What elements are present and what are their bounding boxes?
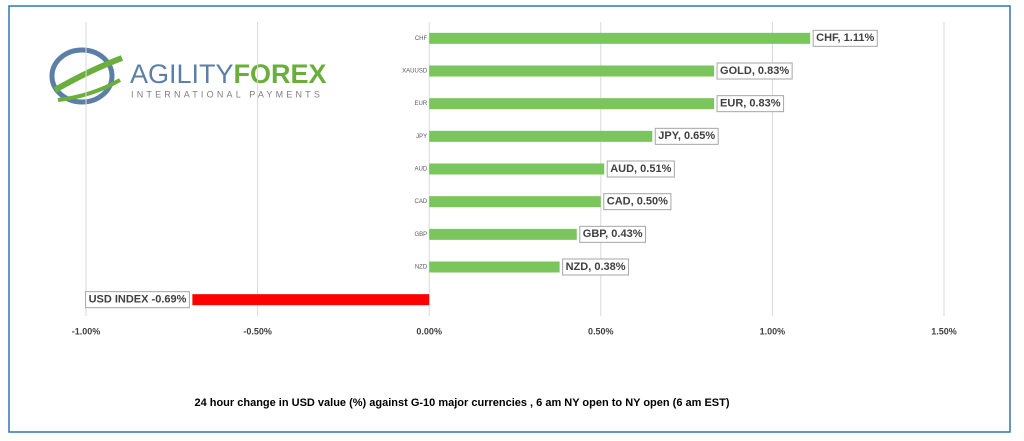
bar <box>429 65 715 77</box>
y-tick-label: AUD <box>415 167 428 173</box>
data-label: JPY, 0.65% <box>654 127 719 145</box>
bar <box>429 196 601 208</box>
data-label: NZD, 0.38% <box>562 258 630 276</box>
y-tick-label: GBP <box>415 232 428 238</box>
data-label-text: CAD, 0.50% <box>607 196 668 208</box>
logo-name-part: FOREX <box>234 59 327 89</box>
chart-frame <box>8 5 1011 433</box>
logo-swoosh <box>53 55 124 93</box>
data-label-text: EUR, 0.83% <box>720 98 781 110</box>
data-label-text: JPY, 0.65% <box>658 130 715 142</box>
y-tick-label: JPY <box>416 134 427 140</box>
bar <box>429 98 715 110</box>
y-tick-label: CHF <box>415 36 428 42</box>
bar <box>192 294 430 306</box>
bar <box>429 228 577 240</box>
logo-tagline: INTERNATIONAL PAYMENTS <box>131 89 323 99</box>
bar <box>429 163 605 175</box>
data-label-text: AUD, 0.51% <box>610 163 671 175</box>
data-label-box <box>812 29 878 47</box>
data-label-box <box>654 127 719 145</box>
logo-globe <box>49 47 115 105</box>
y-tick-label: NZD <box>415 265 428 271</box>
logo-swoosh <box>57 78 121 102</box>
x-tick-label: 0.00% <box>416 326 442 336</box>
data-label-box <box>603 193 672 211</box>
data-label-box <box>85 291 190 309</box>
x-tick-label: 0.50% <box>588 326 614 336</box>
x-tick-label: 1.50% <box>931 326 957 336</box>
logo-name-part: AGILITY <box>130 59 234 89</box>
x-tick-label: 1.00% <box>760 326 786 336</box>
x-tick-label: -1.00% <box>72 326 101 336</box>
data-label: CAD, 0.50% <box>603 193 672 211</box>
data-label: AUD, 0.51% <box>606 160 675 178</box>
data-label: USD INDEX -0.69% <box>85 291 190 309</box>
data-label-box <box>716 95 785 113</box>
bar <box>429 261 560 273</box>
y-tick-label: EUR <box>415 101 428 107</box>
y-tick-label: CAD <box>415 199 428 205</box>
bar <box>429 130 653 142</box>
y-tick-label: XAUUSD <box>402 69 428 75</box>
data-label-text: GBP, 0.43% <box>583 228 643 240</box>
data-label: GOLD, 0.83% <box>716 62 793 80</box>
data-label: CHF, 1.11% <box>812 29 878 47</box>
bar <box>429 32 811 44</box>
logo: AGILITYFOREX INTERNATIONAL PAYMENTS <box>49 47 327 105</box>
x-tick-label: -0.50% <box>243 326 272 336</box>
data-label-text: GOLD, 0.83% <box>720 65 789 77</box>
data-label-box <box>579 225 647 243</box>
data-label: GBP, 0.43% <box>579 225 647 243</box>
data-label-text: NZD, 0.38% <box>566 261 626 273</box>
data-label-box <box>606 160 675 178</box>
data-label-box <box>716 62 793 80</box>
data-label-text: CHF, 1.11% <box>816 32 874 44</box>
caption: 24 hour change in USD value (%) against … <box>194 397 729 409</box>
logo-name: AGILITYFOREX <box>130 59 327 89</box>
data-label: EUR, 0.83% <box>716 95 785 113</box>
data-label-box <box>562 258 630 276</box>
data-label-text: USD INDEX -0.69% <box>89 294 187 306</box>
